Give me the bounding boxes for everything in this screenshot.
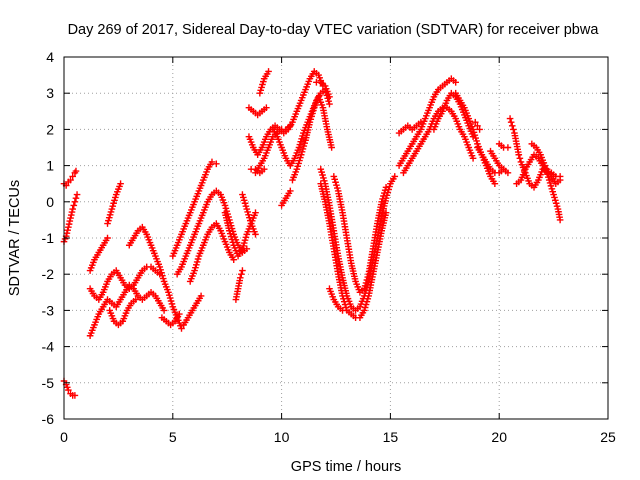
y-tick-label: 2 [46, 121, 54, 137]
data-point [178, 325, 185, 332]
data-point [382, 209, 390, 216]
data-point [117, 180, 124, 187]
data-point [474, 122, 481, 130]
axis-ticks: 0 5 10 15 20 25 -6 -5 -4 -3 -2 -1 0 1 2 3 4 [42, 49, 616, 445]
data-points [60, 68, 564, 399]
y-tick-label: -2 [42, 266, 55, 282]
x-tick-label: 5 [169, 429, 177, 445]
data-point [252, 209, 259, 216]
data-point [382, 184, 390, 191]
x-tick-label: 15 [383, 429, 399, 445]
chart-title: Day 269 of 2017, Sidereal Day-to-day VTE… [68, 22, 600, 38]
x-tick-label: 25 [600, 429, 616, 445]
data-point [556, 216, 564, 224]
data-point [510, 126, 517, 133]
data-point [160, 307, 168, 314]
data-point [469, 155, 477, 162]
data-point [339, 307, 346, 314]
data-point [556, 173, 564, 180]
data-point [66, 217, 74, 225]
grid-lines [64, 57, 608, 419]
data-point [326, 93, 333, 101]
data-point [287, 122, 294, 130]
data-point [213, 160, 220, 168]
x-tick-label: 20 [491, 429, 507, 445]
data-point [67, 176, 74, 184]
data-point [506, 115, 514, 122]
data-point [73, 191, 81, 198]
data-point [63, 229, 71, 237]
data-point [507, 118, 515, 126]
data-point [65, 223, 72, 231]
data-point [72, 194, 80, 202]
data-point [69, 173, 77, 180]
data-point [239, 267, 246, 274]
data-point [263, 104, 270, 111]
data-point [67, 214, 74, 222]
data-point [328, 144, 335, 151]
data-point [516, 155, 524, 162]
data-point [176, 310, 183, 318]
data-point [69, 205, 77, 213]
data-point [104, 234, 111, 242]
data-point [65, 220, 73, 228]
y-tick-label: 3 [46, 85, 54, 101]
data-point [71, 392, 79, 399]
y-tick-label: 1 [46, 158, 54, 174]
y-tick-label: 0 [46, 194, 54, 210]
data-point [72, 167, 80, 175]
y-tick-label: -3 [42, 302, 55, 318]
y-tick-label: 4 [46, 49, 54, 65]
data-point [252, 231, 259, 238]
data-point [67, 211, 75, 219]
x-tick-label: 0 [60, 429, 68, 445]
x-axis-label: GPS time / hours [291, 459, 401, 475]
data-point [452, 79, 459, 86]
data-point [236, 274, 244, 282]
x-tick-label: 10 [274, 429, 290, 445]
data-point [70, 202, 78, 209]
data-point [265, 68, 272, 75]
data-point [68, 208, 76, 216]
y-tick-label: -5 [42, 375, 55, 391]
data-point [260, 165, 268, 173]
data-point [391, 173, 399, 180]
data-point [417, 118, 425, 126]
data-point [230, 256, 238, 264]
data-point [326, 100, 333, 108]
data-point [238, 270, 245, 278]
y-tick-label: -6 [42, 411, 55, 427]
data-point [197, 292, 205, 300]
y-tick-label: -4 [42, 339, 55, 355]
data-point [504, 169, 512, 177]
data-point [515, 151, 523, 159]
data-point [71, 198, 79, 206]
y-axis-label: SDTVAR / TECUs [7, 180, 23, 296]
data-point [504, 144, 512, 151]
data-point [476, 126, 483, 133]
data-point [491, 180, 499, 187]
data-point [208, 158, 216, 166]
data-point [471, 118, 479, 126]
data-point [132, 296, 140, 303]
data-point [508, 122, 516, 130]
data-point [287, 187, 294, 195]
y-tick-label: -1 [42, 230, 55, 246]
data-point [64, 226, 71, 234]
data-point [65, 386, 72, 394]
